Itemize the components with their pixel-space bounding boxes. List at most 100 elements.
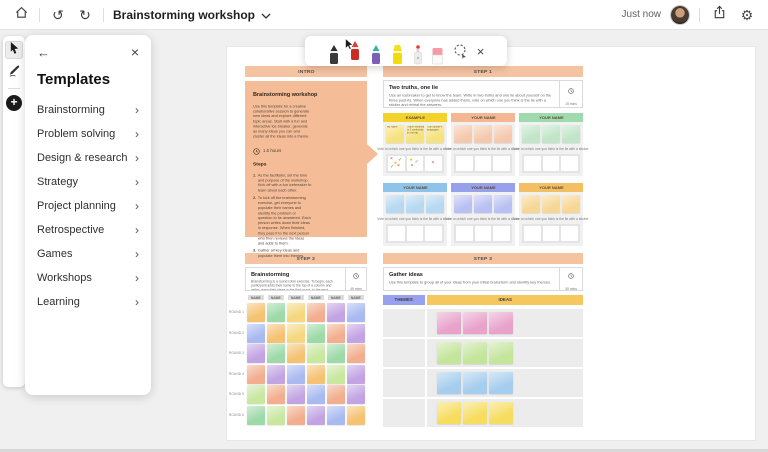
sticky-note[interactable]: [562, 195, 580, 213]
template-category-brainstorming[interactable]: Brainstorming ›: [37, 98, 139, 122]
grid-sticky-note[interactable]: [327, 323, 345, 343]
grid-sticky-note[interactable]: [327, 344, 345, 363]
redo-button[interactable]: ↻: [76, 5, 94, 25]
idea-sticky-note[interactable]: [463, 402, 487, 424]
sticky-note[interactable]: [474, 125, 492, 143]
sticky-note[interactable]: [386, 195, 404, 213]
yellow-highlighter[interactable]: [391, 35, 404, 66]
vote-cell[interactable]: [456, 226, 473, 241]
sticky-note[interactable]: [562, 125, 580, 143]
theme-cell[interactable]: [383, 339, 425, 367]
idea-sticky-note[interactable]: [437, 312, 461, 334]
sticky-note[interactable]: [454, 125, 472, 143]
template-category-games[interactable]: Games ›: [37, 242, 139, 266]
vote-cell[interactable]: ×: [425, 156, 443, 171]
name-chip[interactable]: NAME: [288, 295, 304, 300]
ideas-strip[interactable]: [427, 399, 583, 427]
step2-section-header[interactable]: STEP 2: [245, 253, 367, 264]
ideas-strip[interactable]: [427, 309, 583, 337]
vote-cell[interactable]: [542, 226, 560, 241]
home-button[interactable]: [12, 5, 30, 25]
vote-cell[interactable]: [493, 156, 511, 171]
grid-sticky-note[interactable]: [327, 303, 345, 322]
grid-sticky-note[interactable]: [347, 385, 365, 404]
grid-sticky-note[interactable]: [247, 303, 265, 322]
sticky-note[interactable]: [522, 195, 540, 213]
step1-info-card[interactable]: Two truths, one lie Use an icebreaker to…: [383, 80, 583, 108]
sticky-note[interactable]: My name: [386, 125, 404, 143]
name-chip[interactable]: NAME: [348, 295, 364, 300]
ideas-column-header[interactable]: IDEAS: [427, 295, 583, 305]
vote-cell[interactable]: [561, 156, 579, 171]
name-chip[interactable]: NAME: [308, 295, 324, 300]
themes-column-header[interactable]: THEMES: [383, 295, 425, 305]
vote-cell[interactable]: [524, 226, 541, 241]
step2-info-card[interactable]: Brainstorming Brainstorming is a round r…: [245, 267, 367, 291]
board-title-menu[interactable]: Brainstorming workshop: [113, 8, 271, 22]
name-chip[interactable]: NAME: [248, 295, 264, 300]
idea-sticky-note[interactable]: [463, 372, 487, 394]
share-button[interactable]: [710, 5, 728, 25]
intro-section-header[interactable]: INTRO: [245, 66, 367, 77]
grid-sticky-note[interactable]: [307, 405, 325, 425]
grid-sticky-note[interactable]: [247, 364, 265, 384]
grid-sticky-note[interactable]: [307, 385, 325, 404]
sticky-note[interactable]: I have travelled to 3 continents in one …: [406, 125, 424, 143]
avatar[interactable]: [671, 5, 689, 24]
vote-cell[interactable]: [524, 156, 541, 171]
vote-cell[interactable]: [425, 226, 443, 241]
grid-sticky-note[interactable]: [347, 323, 365, 343]
step1-section-header[interactable]: STEP 1: [383, 66, 583, 77]
sticky-note[interactable]: [542, 125, 560, 143]
sticky-note[interactable]: [474, 195, 492, 213]
name-chip[interactable]: NAME: [268, 295, 284, 300]
sticky-note[interactable]: [494, 195, 512, 213]
laser-pointer[interactable]: [413, 35, 423, 66]
grid-sticky-note[interactable]: [247, 344, 265, 363]
create-button[interactable]: +: [6, 95, 22, 111]
vote-cell[interactable]: [561, 226, 579, 241]
vote-cell[interactable]: [388, 226, 405, 241]
sticky-note[interactable]: [542, 195, 560, 213]
idea-sticky-note[interactable]: [437, 372, 461, 394]
ink-tool-button[interactable]: [5, 64, 23, 82]
theme-cell[interactable]: [383, 399, 425, 427]
template-category-learning[interactable]: Learning ›: [37, 290, 139, 314]
step1-column-your-name[interactable]: YOUR NAME Vote on which one you think is …: [513, 113, 589, 176]
grid-sticky-note[interactable]: [247, 323, 265, 343]
black-pen[interactable]: [328, 35, 340, 66]
grid-sticky-note[interactable]: [267, 405, 285, 425]
template-category-problem-solving[interactable]: Problem solving ›: [37, 122, 139, 146]
step3-section-header[interactable]: STEP 3: [383, 253, 583, 264]
sticky-note[interactable]: [522, 125, 540, 143]
template-category-strategy[interactable]: Strategy ›: [37, 170, 139, 194]
grid-sticky-note[interactable]: [247, 405, 265, 425]
vote-cell[interactable]: [493, 226, 511, 241]
step1-column-your-name[interactable]: YOUR NAME Vote on which one you think is …: [445, 113, 521, 176]
close-panel-button[interactable]: ×: [130, 44, 139, 60]
vote-cell[interactable]: [542, 156, 560, 171]
grid-sticky-note[interactable]: [287, 364, 305, 384]
grid-sticky-note[interactable]: [307, 344, 325, 363]
template-category-project-planning[interactable]: Project planning ›: [37, 194, 139, 218]
sticky-note[interactable]: [406, 195, 424, 213]
vote-cell[interactable]: [474, 226, 492, 241]
ideas-strip[interactable]: [427, 339, 583, 367]
name-chip[interactable]: NAME: [328, 295, 344, 300]
grid-sticky-note[interactable]: [267, 344, 285, 363]
back-button[interactable]: ←: [37, 44, 50, 60]
template-category-design-research[interactable]: Design & research ›: [37, 146, 139, 170]
step1-column-your-name[interactable]: YOUR NAME Vote on which one you think is …: [445, 183, 521, 246]
step3-info-card[interactable]: Gather ideas Use this template to group …: [383, 267, 583, 291]
idea-sticky-note[interactable]: [489, 402, 513, 424]
idea-sticky-note[interactable]: [437, 402, 461, 424]
sticky-note[interactable]: [454, 195, 472, 213]
undo-button[interactable]: ↺: [49, 5, 67, 25]
grid-sticky-note[interactable]: [267, 323, 285, 343]
grid-sticky-note[interactable]: [267, 364, 285, 384]
grid-sticky-note[interactable]: [287, 405, 305, 425]
sticky-note[interactable]: I can speak 4 languages: [426, 125, 444, 143]
sticky-note[interactable]: [494, 125, 512, 143]
theme-cell[interactable]: [383, 369, 425, 397]
lasso-select[interactable]: [452, 36, 468, 66]
